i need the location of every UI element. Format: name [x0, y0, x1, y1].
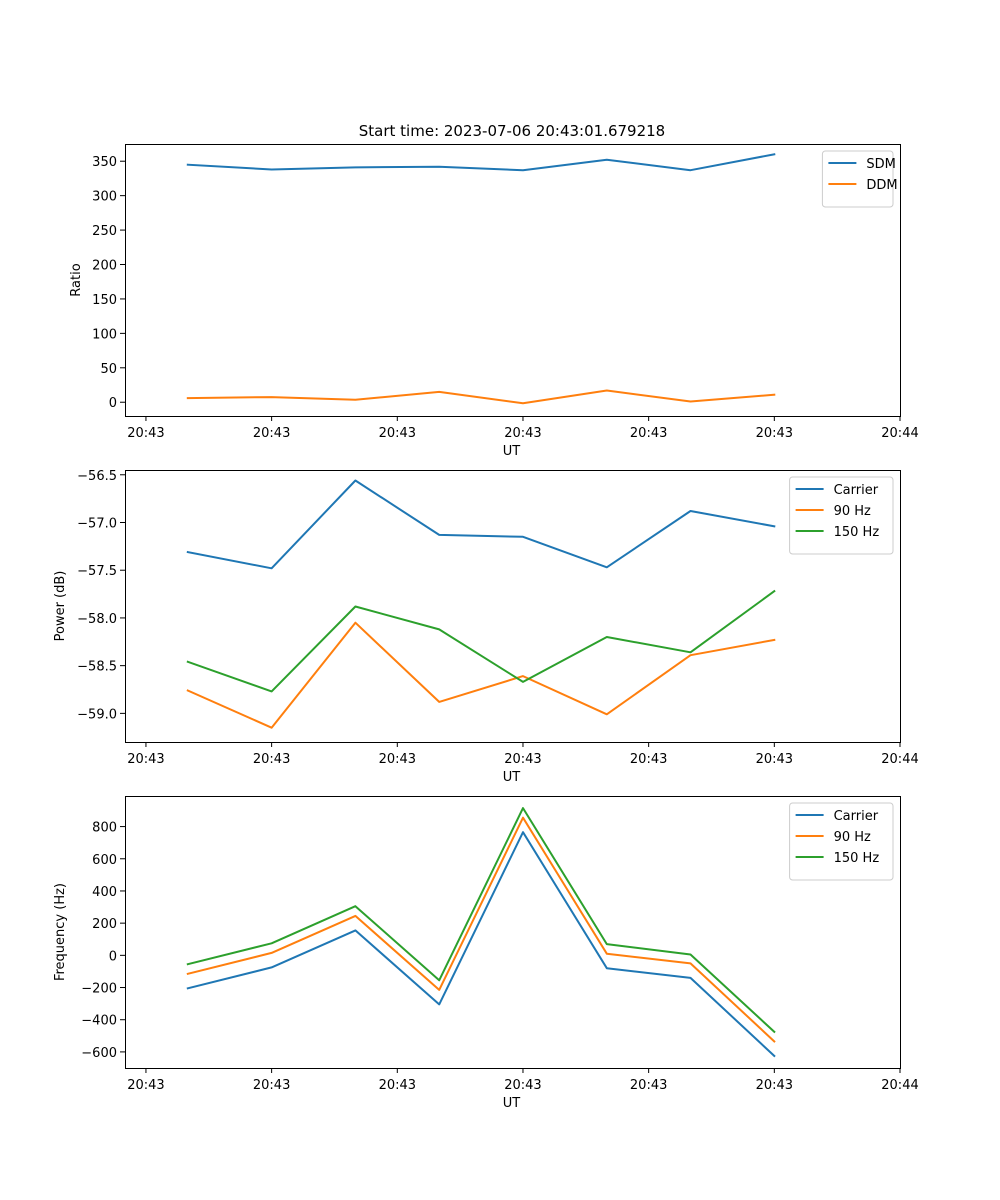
panel-2: 20:43 20:43 20:43 20:43 20:43 20:43 20:44 −59.0…: [53, 469, 919, 785]
legend-label-carrier: Carrier: [834, 483, 879, 498]
y-tick-label: 400: [92, 885, 117, 900]
x-tick-label: 20:43: [504, 426, 541, 441]
legend-box: [821, 150, 894, 208]
y-tick-label: −56.5: [77, 469, 117, 484]
axes-frame-panel-1: [125, 144, 901, 417]
panel-3: 20:43 20:43 20:43 20:43 20:43 20:43 20:44 −600 −…: [53, 796, 919, 1111]
legend-label-150-hz: 150 Hz: [834, 525, 880, 540]
legend-box: [789, 476, 894, 555]
y-tick-label: −600: [81, 1046, 117, 1061]
x-axis-label: UT: [503, 1096, 521, 1111]
x-tick-label: 20:43: [379, 1078, 416, 1093]
legend-box: [789, 802, 894, 881]
y-axis-label: Power (dB): [53, 571, 68, 642]
y-tick-label: −58.0: [77, 612, 117, 627]
x-axis-label: UT: [503, 770, 521, 785]
y-tick-label: −58.5: [77, 660, 117, 675]
y-tick-label: −57.5: [77, 564, 117, 579]
legend-label-90-hz: 90 Hz: [834, 504, 871, 519]
series-line-carrier-panel-3: [186, 831, 776, 1058]
legend-label-sdm: SDM: [866, 157, 895, 172]
y-tick-label: 150: [92, 293, 117, 308]
x-tick-label: 20:43: [379, 426, 416, 441]
x-tick-label: 20:43: [253, 426, 290, 441]
y-axis-label: Ratio: [69, 263, 84, 296]
series-line-90-hz-panel-3: [186, 816, 776, 1043]
x-tick-label: 20:43: [127, 752, 164, 767]
y-tick-label: 0: [109, 396, 117, 411]
x-tick-label: 20:43: [504, 1078, 541, 1093]
y-tick-label: −57.0: [77, 516, 117, 531]
y-tick-label: 0: [109, 949, 117, 964]
x-tick-label: 20:43: [127, 1078, 164, 1093]
legend-panel-2: Carrier 90 Hz 150 Hz: [789, 476, 894, 555]
series-line-ddm-panel-1: [186, 389, 776, 405]
axes-frame-panel-2: [125, 470, 901, 743]
y-tick-label: 350: [92, 155, 117, 170]
x-tick-label: 20:43: [379, 752, 416, 767]
x-tick-label: 20:43: [127, 426, 164, 441]
legend-label-150-hz: 150 Hz: [834, 851, 880, 866]
y-tick-label: 200: [92, 259, 117, 274]
y-tick-label: 800: [92, 821, 117, 836]
y-tick-label: 100: [92, 327, 117, 342]
y-tick-label: −200: [81, 982, 117, 997]
y-tick-label: −59.0: [77, 707, 117, 722]
series-line-150-hz-panel-2: [186, 589, 776, 693]
legend-label-ddm: DDM: [866, 178, 897, 193]
x-tick-label: 20:44: [881, 752, 918, 767]
x-tick-label: 20:44: [881, 1078, 918, 1093]
x-tick-label: 20:44: [881, 426, 918, 441]
legend-panel-1: SDM DDM: [821, 150, 898, 208]
panels: 20:43 20:43 20:43 20:43 20:43 20:43 20:44 0 50 10…: [53, 144, 919, 1111]
y-axis-label: Frequency (Hz): [53, 883, 68, 981]
x-tick-label: 20:43: [253, 1078, 290, 1093]
y-tick-label: 300: [92, 190, 117, 205]
x-tick-label: 20:43: [756, 752, 793, 767]
y-tick-label: −400: [81, 1014, 117, 1029]
x-tick-label: 20:43: [630, 1078, 667, 1093]
x-tick-label: 20:43: [253, 752, 290, 767]
x-tick-label: 20:43: [630, 426, 667, 441]
x-tick-label: 20:43: [756, 1078, 793, 1093]
series-line-carrier-panel-2: [186, 479, 776, 570]
x-tick-label: 20:43: [504, 752, 541, 767]
panel-1: 20:43 20:43 20:43 20:43 20:43 20:43 20:44 0 50 10…: [69, 144, 919, 459]
legend-label-carrier: Carrier: [834, 809, 879, 824]
y-tick-label: 600: [92, 853, 117, 868]
chart-title: Start time: 2023-07-06 20:43:01.679218: [359, 122, 665, 140]
x-tick-label: 20:43: [630, 752, 667, 767]
y-tick-label: 250: [92, 224, 117, 239]
series-line-90-hz-panel-2: [186, 621, 776, 729]
legend-panel-3: Carrier 90 Hz 150 Hz: [789, 802, 894, 881]
series-line-150-hz-panel-3: [186, 807, 776, 1034]
x-axis-label: UT: [503, 444, 521, 459]
legend-label-90-hz: 90 Hz: [834, 830, 871, 845]
series-line-sdm-panel-1: [186, 153, 776, 172]
y-tick-label: 200: [92, 917, 117, 932]
axes-frame-panel-3: [125, 796, 901, 1069]
y-tick-label: 50: [100, 362, 117, 377]
x-tick-label: 20:43: [756, 426, 793, 441]
